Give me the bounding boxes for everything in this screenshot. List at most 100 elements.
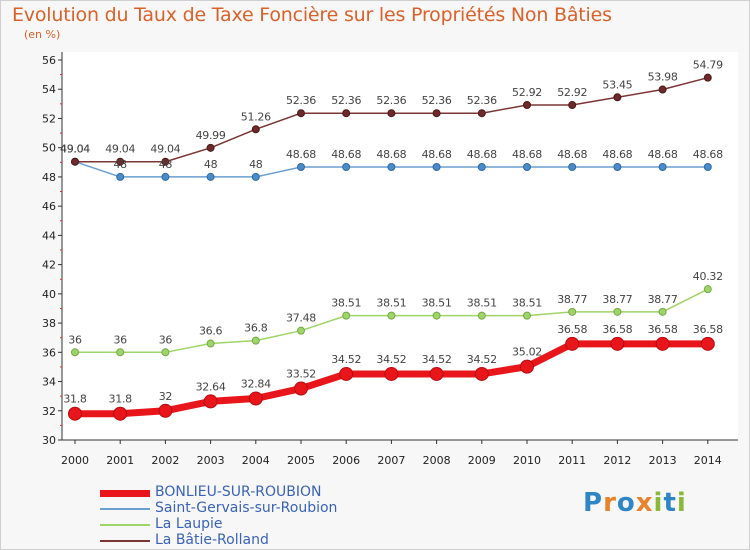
y-tick-label: 36	[42, 346, 56, 359]
data-label-la-batie-rolland: 53.98	[648, 71, 678, 84]
data-label-bonlieu: 32	[159, 390, 172, 403]
y-tick-label: 44	[42, 229, 56, 242]
x-tick-label: 2010	[513, 454, 541, 467]
data-label-la-laupie: 38.77	[602, 293, 632, 306]
data-label-la-batie-rolland: 52.36	[467, 94, 497, 107]
chart-title: Evolution du Taux de Taxe Foncière sur l…	[12, 4, 612, 26]
data-label-bonlieu: 34.52	[467, 353, 497, 366]
x-tick-label: 2001	[106, 454, 134, 467]
data-label-la-laupie: 38.51	[512, 297, 542, 310]
data-label-saint-gervais: 48	[249, 158, 263, 171]
data-label-la-laupie: 38.51	[467, 297, 497, 310]
data-point-saint-gervais	[432, 162, 441, 171]
data-point-saint-gervais	[568, 162, 577, 171]
legend-label-saint-gervais: Saint-Gervais-sur-Roubion	[155, 500, 338, 516]
data-point-la-batie-rolland	[387, 109, 396, 118]
data-point-la-batie-rolland	[71, 157, 79, 166]
data-label-bonlieu: 35.02	[512, 346, 542, 359]
data-point-bonlieu	[113, 406, 128, 421]
data-label-la-laupie: 40.32	[693, 270, 723, 283]
data-label-bonlieu: 36.58	[602, 323, 632, 336]
data-label-la-laupie: 36	[113, 333, 127, 346]
data-label-saint-gervais: 48	[113, 158, 127, 171]
data-point-la-laupie	[297, 326, 305, 335]
data-point-saint-gervais	[523, 162, 531, 171]
legend-swatch-saint-gervais	[100, 508, 150, 510]
data-label-la-laupie: 36.8	[244, 322, 268, 335]
data-point-saint-gervais	[161, 172, 170, 181]
x-tick-label: 2004	[242, 454, 270, 467]
data-label-bonlieu: 32.84	[241, 377, 271, 390]
data-point-la-laupie	[703, 285, 712, 294]
data-label-saint-gervais: 48	[159, 158, 173, 171]
data-label-saint-gervais: 48.68	[331, 148, 361, 161]
data-point-saint-gervais	[297, 162, 305, 171]
data-label-la-batie-rolland: 52.36	[376, 94, 406, 107]
data-label-la-laupie: 38.51	[331, 297, 361, 310]
data-point-bonlieu	[610, 336, 625, 351]
plot-area	[62, 52, 738, 440]
data-label-la-laupie: 36.6	[199, 325, 223, 338]
data-point-la-batie-rolland	[251, 125, 260, 134]
x-tick-label: 2005	[287, 454, 315, 467]
data-point-la-laupie	[387, 311, 396, 320]
data-label-la-batie-rolland: 49.04	[150, 143, 180, 156]
data-point-la-batie-rolland	[613, 93, 622, 102]
data-point-bonlieu	[294, 381, 308, 396]
data-label-saint-gervais: 48.68	[512, 148, 542, 161]
x-tick-label: 2007	[377, 454, 405, 467]
data-label-bonlieu: 36.58	[557, 323, 587, 336]
data-point-saint-gervais	[613, 162, 622, 171]
data-point-la-batie-rolland	[116, 157, 125, 166]
data-point-la-laupie	[477, 311, 486, 320]
data-point-la-batie-rolland	[161, 157, 170, 166]
data-point-saint-gervais	[251, 172, 260, 181]
data-label-bonlieu: 34.52	[376, 353, 406, 366]
data-point-la-batie-rolland	[658, 85, 667, 94]
data-point-la-batie-rolland	[432, 109, 441, 118]
data-point-bonlieu	[700, 336, 715, 351]
data-point-la-laupie	[251, 336, 260, 345]
data-label-la-laupie: 37.48	[286, 312, 316, 325]
data-label-saint-gervais: 48.68	[286, 148, 316, 161]
data-point-la-batie-rolland	[206, 143, 215, 152]
data-label-la-laupie: 38.77	[557, 293, 587, 306]
data-point-bonlieu	[384, 366, 399, 381]
data-label-la-batie-rolland: 52.92	[512, 86, 542, 99]
data-point-bonlieu	[474, 366, 489, 381]
data-label-la-batie-rolland: 49.04	[105, 143, 135, 156]
data-label-bonlieu: 34.52	[331, 353, 361, 366]
data-point-la-laupie	[432, 311, 441, 320]
data-label-saint-gervais: 48.68	[422, 148, 452, 161]
data-point-la-batie-rolland	[703, 73, 712, 82]
data-point-la-laupie	[71, 348, 79, 357]
data-label-la-laupie: 38.51	[422, 297, 452, 310]
data-label-la-laupie: 38.77	[648, 293, 678, 306]
data-point-bonlieu	[655, 336, 670, 351]
data-label-la-batie-rolland: 52.92	[557, 86, 587, 99]
data-label-saint-gervais: 48.68	[557, 148, 587, 161]
data-point-bonlieu	[158, 403, 173, 418]
data-label-la-batie-rolland: 49.04	[60, 143, 90, 156]
y-tick-label: 32	[42, 405, 56, 418]
data-label-bonlieu: 32.64	[196, 380, 226, 393]
data-point-la-laupie	[568, 307, 577, 316]
legend-label-bonlieu: BONLIEU-SUR-ROUBION	[155, 484, 322, 500]
x-tick-label: 2011	[558, 454, 586, 467]
data-point-la-batie-rolland	[342, 109, 351, 118]
y-tick-label: 40	[42, 288, 56, 301]
y-tick-label: 42	[42, 259, 56, 272]
x-tick-label: 2008	[423, 454, 451, 467]
data-point-bonlieu	[429, 366, 444, 381]
data-point-la-laupie	[342, 311, 351, 320]
legend-swatch-la-batie-rolland	[100, 540, 150, 542]
data-point-la-laupie	[206, 339, 215, 348]
data-label-bonlieu: 31.8	[109, 393, 133, 406]
data-label-saint-gervais: 48.68	[602, 148, 632, 161]
x-tick-label: 2012	[603, 454, 631, 467]
data-point-saint-gervais	[477, 162, 486, 171]
data-point-la-laupie	[658, 307, 667, 316]
data-label-la-laupie: 38.51	[376, 297, 406, 310]
y-tick-label: 30	[42, 434, 56, 447]
